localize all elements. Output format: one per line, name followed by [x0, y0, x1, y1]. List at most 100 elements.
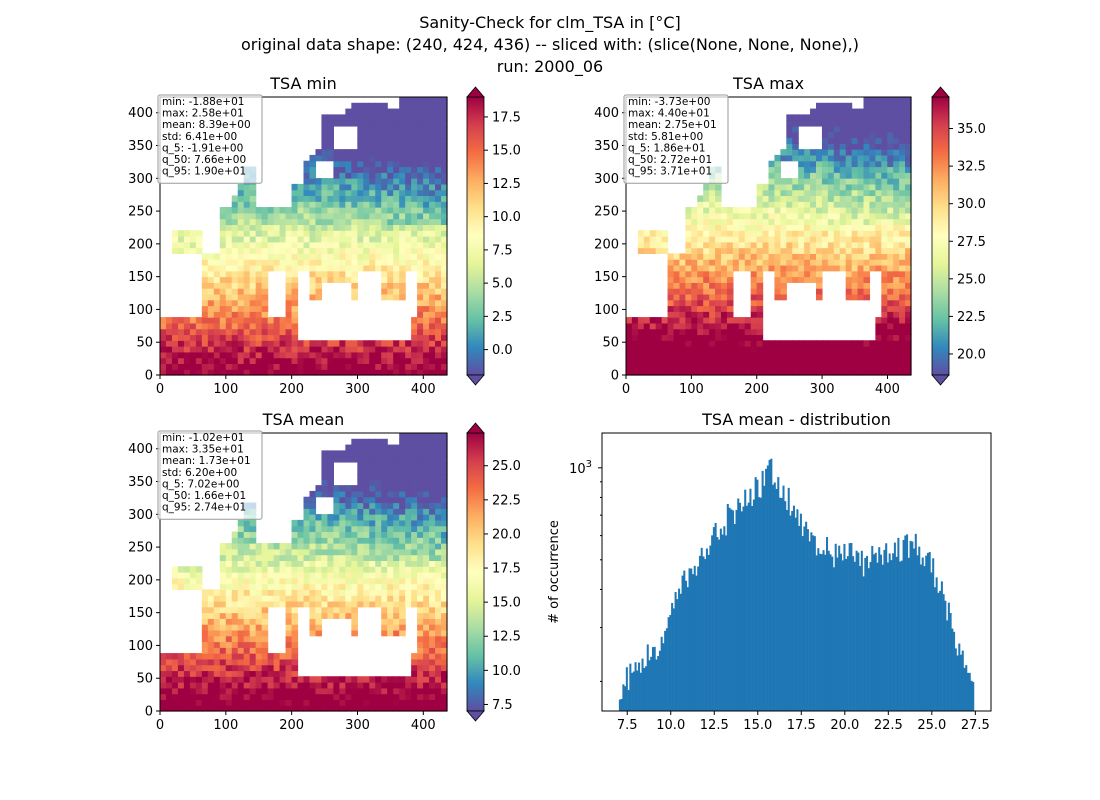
heatmap-cell — [441, 183, 448, 191]
heatmap-cell — [738, 224, 746, 231]
heatmap-cell — [441, 224, 448, 231]
heatmap-cell — [881, 160, 888, 168]
heatmap-cell — [863, 166, 871, 173]
heatmap-cell — [839, 195, 847, 202]
heatmap-cell — [417, 305, 424, 312]
heatmap-cell — [267, 346, 275, 353]
heatmap-cell — [411, 322, 418, 330]
heatmap-cell — [345, 247, 352, 254]
heatmap-cell — [667, 351, 675, 359]
heatmap-cell — [821, 218, 829, 226]
heatmap-cell — [732, 212, 740, 220]
heatmap-cell — [423, 276, 430, 283]
heatmap-cell — [381, 189, 388, 197]
heatmap-cell — [626, 322, 633, 330]
heatmap-cell — [423, 259, 430, 266]
heatmap-cell — [207, 253, 215, 260]
heatmap-cell — [774, 276, 781, 283]
heatmap-cell — [435, 508, 442, 515]
histogram-title: TSA mean - distribution — [701, 410, 891, 429]
heatmap-cell — [875, 160, 882, 168]
heatmap-cell — [827, 247, 835, 254]
heatmap-cell — [798, 160, 805, 168]
heatmap-cell — [339, 357, 346, 365]
heatmap-cell — [827, 253, 835, 260]
heatmap-cell — [744, 340, 752, 347]
heatmap-cell — [744, 264, 752, 272]
heatmap-cell — [417, 629, 424, 637]
heatmap-cell — [857, 120, 865, 127]
heatmap-cell — [661, 236, 669, 243]
heatmap-cell — [207, 664, 215, 672]
heatmap-cell — [345, 600, 352, 608]
heatmap-cell — [715, 322, 722, 330]
heatmap-cell — [429, 577, 436, 585]
heatmap-cell — [798, 183, 805, 191]
heatmap-cell — [321, 276, 329, 283]
heatmap-cell — [171, 247, 179, 254]
heatmap-cell — [435, 149, 442, 156]
heatmap-cell — [231, 363, 239, 370]
heatmap-cell — [339, 693, 346, 701]
heatmap-cell — [249, 183, 257, 191]
heatmap-cell — [417, 647, 424, 654]
heatmap-cell — [213, 293, 221, 301]
heatmap-cell — [721, 282, 728, 289]
histogram-bar — [914, 533, 917, 711]
heatmap-cell — [839, 207, 847, 214]
heatmap-cell — [851, 293, 859, 301]
histogram-bar — [759, 497, 762, 711]
heatmap-cell — [160, 328, 167, 336]
heatmap-cell — [273, 224, 281, 231]
heatmap-cell — [417, 537, 424, 544]
heatmap-cell — [237, 207, 245, 214]
heatmap-cell — [703, 236, 710, 243]
heatmap-cell — [405, 479, 412, 486]
heatmap-cell — [649, 346, 657, 353]
heatmap-cell — [345, 502, 352, 509]
heatmap-cell — [297, 259, 305, 266]
heatmap-cell — [631, 317, 639, 324]
heatmap-cell — [810, 120, 817, 127]
heatmap-cell — [387, 363, 394, 370]
heatmap-cell — [435, 514, 442, 521]
heatmap-cell — [189, 693, 197, 701]
histogram-bar — [705, 548, 708, 711]
heatmap-cell — [411, 566, 418, 573]
heatmap-cell — [225, 653, 233, 660]
heatmap-cell — [261, 288, 269, 295]
heatmap-cell — [851, 154, 859, 162]
heatmap-cell — [267, 676, 275, 683]
heatmap-cell — [798, 207, 805, 214]
heatmap-cell — [333, 247, 340, 254]
heatmap-cell — [345, 577, 352, 585]
heatmap-cell — [255, 328, 263, 336]
histogram-bar — [784, 501, 787, 711]
heatmap-cell — [387, 612, 394, 619]
heatmap-cell — [732, 322, 740, 330]
heatmap-cell — [649, 328, 657, 336]
heatmap-cell — [303, 369, 311, 376]
heatmap-cell — [303, 247, 311, 254]
heatmap-cell — [816, 207, 823, 214]
colorbar-tsa_mean: 7.510.012.515.017.520.022.525.0 — [466, 422, 521, 722]
heatmap-cell — [369, 224, 376, 231]
heatmap-cell — [315, 149, 323, 156]
heatmap-cell — [351, 676, 358, 683]
heatmap-cell — [393, 473, 400, 480]
heatmap-cell — [219, 600, 227, 608]
heatmap-cell — [297, 583, 305, 590]
heatmap-cell — [441, 363, 448, 370]
heatmap-cell — [393, 508, 400, 515]
heatmap-cell — [679, 299, 686, 307]
heatmap-cell — [363, 224, 370, 231]
heatmap-cell — [869, 143, 876, 150]
heatmap-cell — [255, 641, 263, 648]
heatmap-cell — [237, 334, 245, 341]
heatmap-cell — [423, 230, 430, 237]
heatmap-cell — [845, 259, 853, 266]
heatmap-cell — [810, 247, 817, 254]
heatmap-cell — [429, 653, 436, 660]
heatmap-cell — [273, 653, 281, 660]
